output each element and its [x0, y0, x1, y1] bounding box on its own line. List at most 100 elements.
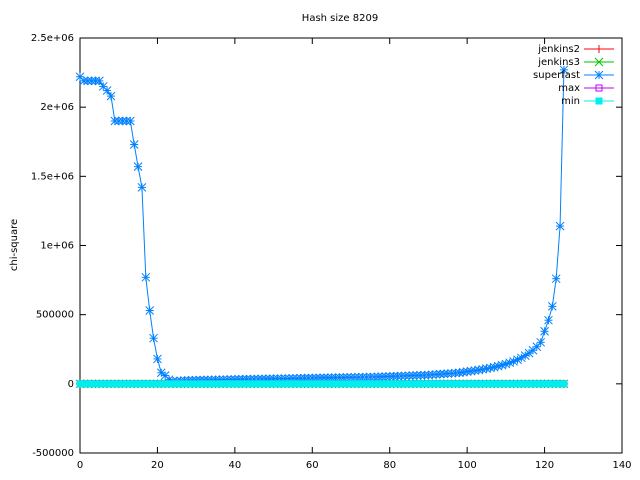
point — [301, 380, 309, 388]
marker-box — [177, 380, 185, 388]
marker-box — [285, 380, 293, 388]
y-tick-label: -500000 — [32, 448, 74, 459]
point — [215, 380, 223, 388]
marker-box — [595, 84, 603, 92]
point — [277, 380, 285, 388]
point — [125, 116, 135, 126]
marker-box — [506, 380, 514, 388]
point — [231, 380, 239, 388]
point — [149, 333, 158, 343]
marker-box — [80, 380, 88, 388]
point — [448, 380, 456, 388]
marker-box — [343, 380, 351, 388]
marker-stroke — [153, 354, 162, 364]
marker-box — [428, 380, 436, 388]
point — [555, 221, 565, 231]
point — [208, 380, 216, 388]
point — [471, 380, 479, 388]
marker-box — [467, 380, 475, 388]
point — [134, 380, 142, 388]
point — [390, 380, 398, 388]
marker-box — [424, 380, 432, 388]
marker-box — [320, 380, 328, 388]
legend-marker — [594, 70, 604, 80]
marker-box — [595, 97, 603, 105]
point — [316, 380, 324, 388]
marker-box — [231, 380, 239, 388]
point — [417, 380, 425, 388]
marker-box — [169, 380, 177, 388]
point — [84, 380, 92, 388]
marker-box — [382, 380, 390, 388]
marker-box — [146, 380, 154, 388]
point — [115, 380, 123, 388]
legend-marker — [595, 45, 603, 53]
point — [335, 380, 343, 388]
marker-box — [332, 380, 340, 388]
marker-box — [510, 380, 518, 388]
marker-box — [502, 380, 510, 388]
marker-box — [262, 380, 270, 388]
marker-stroke — [102, 86, 112, 95]
point — [374, 380, 382, 388]
marker-box — [339, 380, 347, 388]
marker-box — [541, 380, 549, 388]
point — [463, 380, 471, 388]
marker-box — [200, 380, 208, 388]
marker-box — [181, 380, 189, 388]
marker-box — [212, 380, 219, 388]
point — [223, 380, 231, 388]
point — [467, 380, 475, 388]
point — [246, 380, 254, 388]
x-tick-label: 100 — [458, 460, 477, 471]
point — [126, 380, 134, 388]
marker-stroke — [470, 366, 480, 375]
marker-box — [227, 380, 235, 388]
x-tick-label: 80 — [383, 460, 396, 471]
marker-box — [150, 380, 158, 388]
point — [339, 380, 347, 388]
marker-box — [157, 380, 165, 388]
marker-stroke — [478, 364, 487, 374]
marker-stroke — [141, 272, 151, 282]
point — [401, 380, 409, 388]
marker-box — [374, 380, 382, 388]
marker-stroke — [547, 302, 557, 311]
point — [397, 380, 405, 388]
point — [393, 380, 401, 388]
marker-box — [386, 380, 394, 388]
point — [547, 302, 557, 311]
marker-box — [378, 380, 386, 388]
marker-box — [242, 380, 250, 388]
point — [498, 380, 506, 388]
marker-stroke — [145, 306, 155, 315]
point — [293, 380, 301, 388]
marker-stroke — [455, 368, 464, 378]
point — [157, 380, 165, 388]
point — [424, 380, 432, 388]
point — [289, 380, 297, 388]
point — [266, 380, 274, 388]
marker-box — [517, 380, 525, 388]
marker-box — [208, 380, 216, 388]
marker-box — [111, 380, 119, 388]
legend-marker — [595, 97, 603, 105]
marker-box — [324, 380, 332, 388]
marker-box — [258, 380, 266, 388]
marker-box — [486, 380, 494, 388]
point — [129, 140, 139, 149]
point — [544, 315, 553, 325]
point — [506, 380, 514, 388]
marker-box — [494, 380, 502, 388]
point — [409, 380, 417, 388]
marker-stroke — [555, 221, 565, 231]
point — [366, 380, 374, 388]
point — [192, 380, 200, 388]
marker-box — [293, 380, 301, 388]
marker-box — [289, 380, 297, 388]
point — [304, 380, 312, 388]
y-axis-label: chi-square — [9, 219, 20, 271]
point — [204, 380, 212, 388]
